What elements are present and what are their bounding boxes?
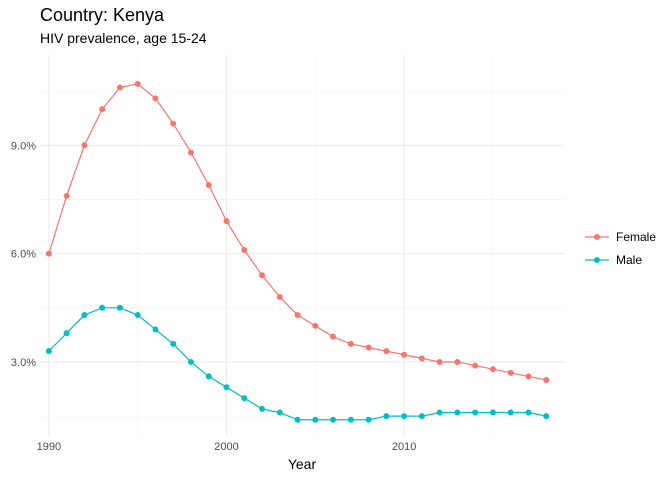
data-point-male <box>187 358 194 365</box>
data-point-female <box>365 344 372 351</box>
data-point-female <box>472 362 479 369</box>
data-point-male <box>543 413 550 420</box>
data-point-female <box>330 333 337 340</box>
series-line-male <box>48 307 547 421</box>
data-point-male <box>507 409 514 416</box>
data-point-male <box>330 416 337 423</box>
data-point-female <box>152 95 159 102</box>
data-point-male <box>383 413 390 420</box>
data-point-female <box>45 250 52 257</box>
series-line-female <box>48 83 547 381</box>
data-point-female <box>436 358 443 365</box>
data-point-male <box>525 409 532 416</box>
data-point-female <box>383 348 390 355</box>
data-point-female <box>543 377 550 384</box>
chart-subtitle: HIV prevalence, age 15-24 <box>40 30 207 46</box>
data-point-female <box>170 120 177 127</box>
data-point-male <box>365 416 372 423</box>
data-point-female <box>525 373 532 380</box>
data-point-female <box>294 312 301 319</box>
data-point-female <box>454 358 461 365</box>
data-point-female <box>401 351 408 358</box>
data-point-male <box>45 348 52 355</box>
data-point-female <box>81 142 88 149</box>
data-point-male <box>116 304 123 311</box>
data-point-female <box>187 149 194 156</box>
chart-title: Country: Kenya <box>40 5 165 25</box>
legend-label: Female <box>616 230 656 244</box>
data-point-male <box>401 413 408 420</box>
x-tick-label: 2010 <box>392 441 416 453</box>
data-point-female <box>347 340 354 347</box>
data-point-male <box>472 409 479 416</box>
legend-label: Male <box>616 253 642 267</box>
y-tick-label: 9.0% <box>11 140 36 152</box>
data-point-female <box>489 366 496 373</box>
y-tick-label: 3.0% <box>11 357 36 369</box>
data-point-male <box>205 373 212 380</box>
data-point-male <box>259 405 266 412</box>
y-tick-labels: 3.0% 6.0% 9.0% <box>11 140 36 369</box>
legend: Female Male <box>585 230 656 267</box>
legend-item-male: Male <box>585 253 642 267</box>
data-point-female <box>507 369 514 376</box>
x-axis-title: Year <box>288 456 317 472</box>
series-layer <box>45 80 550 423</box>
data-point-male <box>81 312 88 319</box>
data-point-female <box>99 106 106 113</box>
data-point-male <box>489 409 496 416</box>
series-male <box>45 304 550 423</box>
data-point-male <box>294 416 301 423</box>
data-point-female <box>223 218 230 225</box>
data-point-male <box>170 340 177 347</box>
data-point-female <box>205 182 212 189</box>
series-female <box>45 80 550 384</box>
grid <box>40 55 564 436</box>
data-point-male <box>454 409 461 416</box>
x-tick-label: 1990 <box>37 441 61 453</box>
data-point-female <box>134 80 141 87</box>
data-point-female <box>259 272 266 279</box>
data-point-female <box>418 355 425 362</box>
data-point-male <box>418 413 425 420</box>
data-point-male <box>63 330 70 337</box>
data-point-male <box>223 384 230 391</box>
data-point-male <box>99 304 106 311</box>
legend-key-point <box>594 257 600 263</box>
data-point-female <box>116 84 123 91</box>
data-point-male <box>134 312 141 319</box>
data-point-female <box>63 192 70 199</box>
legend-key-point <box>594 234 600 240</box>
data-point-male <box>276 409 283 416</box>
data-point-male <box>312 416 319 423</box>
data-point-male <box>436 409 443 416</box>
x-tick-label: 2000 <box>214 441 238 453</box>
data-point-male <box>152 326 159 333</box>
x-tick-labels: 1990 2000 2010 <box>37 441 417 453</box>
legend-item-female: Female <box>585 230 656 244</box>
y-tick-label: 6.0% <box>11 249 36 261</box>
data-point-female <box>241 247 248 254</box>
data-point-male <box>241 395 248 402</box>
data-point-female <box>276 293 283 300</box>
data-point-female <box>312 322 319 329</box>
data-point-male <box>347 416 354 423</box>
